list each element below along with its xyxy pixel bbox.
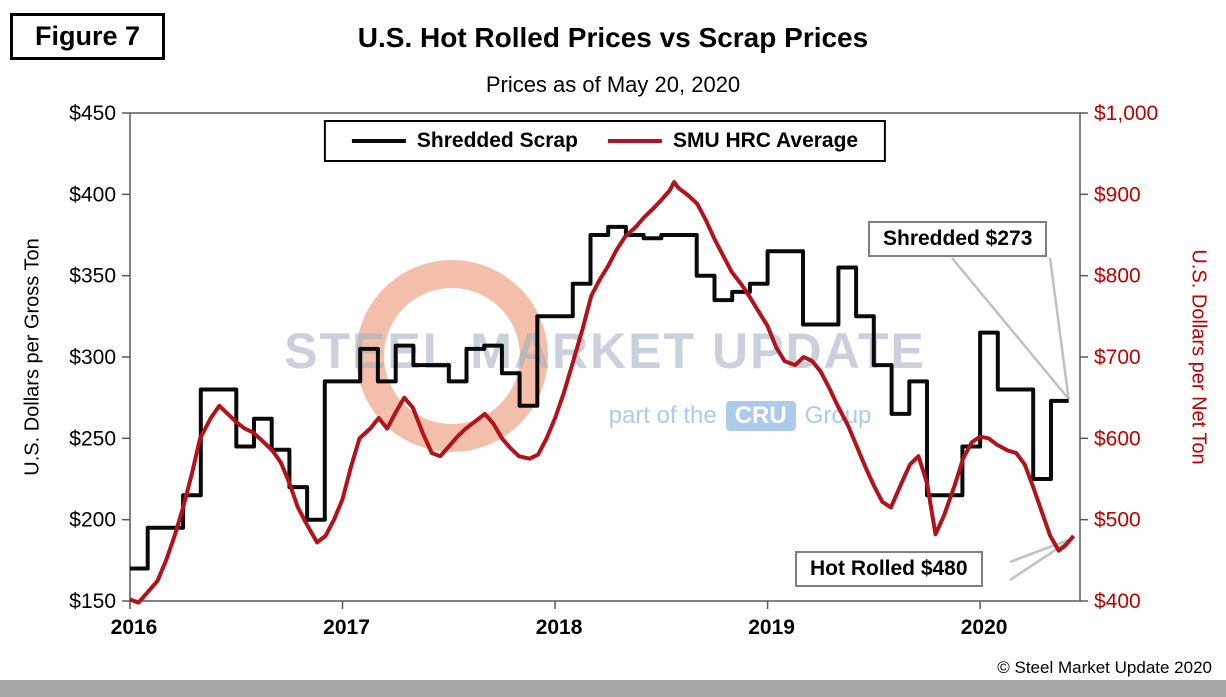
svg-text:2016: 2016 xyxy=(111,616,158,639)
shredded-scrap-line-swatch-icon xyxy=(351,139,406,143)
svg-text:$600: $600 xyxy=(1094,427,1141,450)
svg-text:$1,000: $1,000 xyxy=(1094,102,1158,125)
watermark-subtext: part of the CRU Group xyxy=(130,401,1080,431)
svg-text:$200: $200 xyxy=(69,509,116,532)
figure-label: Figure 7 xyxy=(10,13,166,60)
svg-text:$350: $350 xyxy=(69,265,116,288)
svg-text:2019: 2019 xyxy=(748,616,795,639)
svg-text:2017: 2017 xyxy=(323,616,370,639)
svg-text:2020: 2020 xyxy=(961,616,1008,639)
svg-text:$250: $250 xyxy=(69,427,116,450)
annotation-shredded-value: Shredded $273 xyxy=(868,221,1048,257)
footer-bar xyxy=(0,680,1226,697)
chart-subtitle: Prices as of May 20, 2020 xyxy=(485,72,741,97)
legend-label-smu-hrc-average: SMU HRC Average xyxy=(672,129,859,152)
chart-title: U.S. Hot Rolled Prices vs Scrap Prices xyxy=(357,22,869,53)
svg-text:$450: $450 xyxy=(69,102,116,125)
right-axis-title: U.S. Dollars per Net Ton xyxy=(1187,249,1210,465)
svg-text:$700: $700 xyxy=(1094,346,1141,369)
svg-text:$400: $400 xyxy=(69,183,116,206)
left-axis-title: U.S. Dollars per Gross Ton xyxy=(21,238,44,476)
svg-text:2018: 2018 xyxy=(536,616,583,639)
svg-text:$900: $900 xyxy=(1094,183,1141,206)
legend-item-smu-hrc-average: SMU HRC Average xyxy=(607,129,859,153)
svg-text:$500: $500 xyxy=(1094,509,1141,532)
copyright-text: © Steel Market Update 2020 xyxy=(997,658,1212,677)
chart-legend: Shredded Scrap SMU HRC Average xyxy=(323,120,887,162)
watermark-sub-prefix: part of the xyxy=(608,402,717,429)
svg-text:$150: $150 xyxy=(69,590,116,613)
svg-text:$800: $800 xyxy=(1094,265,1141,288)
watermark-cru-badge: CRU xyxy=(725,401,796,431)
svg-text:$400: $400 xyxy=(1094,590,1141,613)
smu-hrc-average-line-swatch-icon xyxy=(607,139,662,143)
annotation-hot-rolled-value: Hot Rolled $480 xyxy=(795,551,983,587)
legend-label-shredded-scrap: Shredded Scrap xyxy=(416,129,578,152)
legend-item-shredded-scrap: Shredded Scrap xyxy=(351,129,578,153)
svg-text:$300: $300 xyxy=(69,346,116,369)
